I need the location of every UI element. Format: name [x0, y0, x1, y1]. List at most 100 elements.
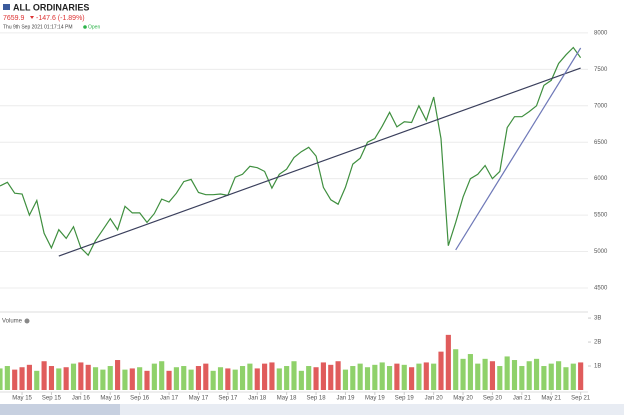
volume-bar [144, 370, 150, 390]
volume-bar [151, 363, 157, 390]
volume-bar [453, 349, 459, 390]
trendline [58, 67, 581, 257]
y-tick-label: 5000 [594, 249, 608, 255]
navigator-handle[interactable] [0, 404, 120, 415]
flag-icon [3, 4, 10, 10]
volume-bar [173, 367, 179, 390]
volume-bar [56, 368, 62, 390]
title: ALL ORDINARIES [13, 2, 89, 12]
volume-bar [4, 366, 10, 390]
volume-bar [262, 363, 268, 390]
x-tick-label: Jan 20 [425, 396, 444, 402]
volume-bar [195, 366, 202, 390]
x-tick-label: May 21 [541, 396, 561, 402]
volume-bar [519, 366, 525, 390]
y-tick-label: 7500 [594, 67, 608, 73]
down-arrow [30, 16, 34, 19]
timestamp: Thu 9th Sep 2021 01:17:14 PM [3, 24, 73, 30]
volume-bar [578, 362, 584, 390]
volume-bar [438, 351, 444, 390]
volume-bar [129, 368, 135, 390]
volume-bar [350, 366, 356, 390]
volume-bar [284, 366, 290, 390]
settings-icon[interactable] [24, 318, 30, 324]
x-tick-label: Sep 15 [42, 396, 62, 402]
volume-bar [342, 369, 349, 390]
x-tick-label: Sep 19 [395, 396, 415, 402]
y-tick-label: 4500 [594, 286, 608, 292]
volume-bar [416, 363, 422, 390]
volume-bar [181, 366, 187, 390]
volume-bar [475, 363, 481, 390]
navigator[interactable] [0, 404, 624, 415]
volume-bar [313, 367, 319, 390]
volume-bar [482, 358, 488, 390]
volume-bar [48, 366, 55, 390]
x-tick-label: Jan 17 [160, 396, 179, 402]
volume-bar [26, 364, 32, 390]
volume-bar [254, 368, 260, 390]
volume-bar [276, 368, 282, 390]
volume-bar [357, 363, 363, 390]
volume-bar [467, 354, 473, 390]
volume-bar [556, 361, 562, 390]
volume-bar [563, 367, 569, 390]
volume-bar [372, 364, 378, 390]
volume-bar [306, 366, 312, 390]
volume-bar [431, 363, 437, 390]
price-change: -147.6 (-1.89%) [36, 15, 85, 22]
y-tick-label: 2B [594, 340, 601, 346]
x-tick-label: Sep 16 [130, 396, 150, 402]
volume-bar [188, 369, 194, 390]
volume-bar [328, 364, 334, 390]
volume-bar [445, 334, 451, 390]
volume-bar [533, 358, 540, 390]
volume-bar [497, 366, 503, 390]
volume-bar [504, 356, 510, 390]
volume-bar [379, 362, 385, 390]
volume-bar [78, 362, 84, 390]
volume-bar [19, 367, 25, 390]
volume-bar [423, 362, 429, 390]
volume-bar [526, 361, 532, 390]
volume-bar [269, 362, 275, 390]
volume-bar [239, 366, 246, 390]
volume-bar [34, 370, 40, 390]
volume-bar [548, 363, 554, 390]
volume-bar [100, 369, 106, 390]
volume-bar [489, 361, 496, 390]
volume-bar [63, 367, 69, 390]
x-tick-label: Sep 21 [571, 396, 591, 402]
volume-bar [12, 369, 18, 390]
x-tick-label: May 18 [277, 396, 297, 402]
volume-bar [225, 368, 231, 390]
volume-bar [217, 367, 224, 390]
volume-bar [0, 368, 3, 390]
volume-bar [401, 364, 407, 390]
y-tick-label: 6000 [594, 176, 608, 182]
volume-bar [115, 360, 121, 390]
x-tick-label: Sep 18 [307, 396, 327, 402]
x-tick-label: May 19 [365, 396, 385, 402]
status: Open [88, 24, 100, 30]
last-price: 7659.9 [3, 15, 25, 22]
volume-bar [386, 366, 393, 390]
volume-bar [320, 362, 326, 390]
volume-bar [541, 366, 547, 390]
x-tick-label: May 20 [453, 396, 473, 402]
volume-bar [137, 367, 143, 390]
x-tick-label: May 16 [100, 396, 120, 402]
volume-bar [122, 369, 128, 390]
volume-bar [41, 361, 47, 390]
x-tick-label: Jan 21 [513, 396, 532, 402]
y-tick-label: 5500 [594, 213, 608, 219]
volume-bar [409, 367, 415, 390]
volume-bar [364, 367, 371, 390]
volume-bar [298, 370, 304, 390]
trendline [455, 47, 582, 251]
volume-bar [159, 361, 165, 390]
price-line [0, 46, 582, 257]
volume-bar [203, 363, 209, 390]
x-tick-label: Jan 16 [72, 396, 91, 402]
